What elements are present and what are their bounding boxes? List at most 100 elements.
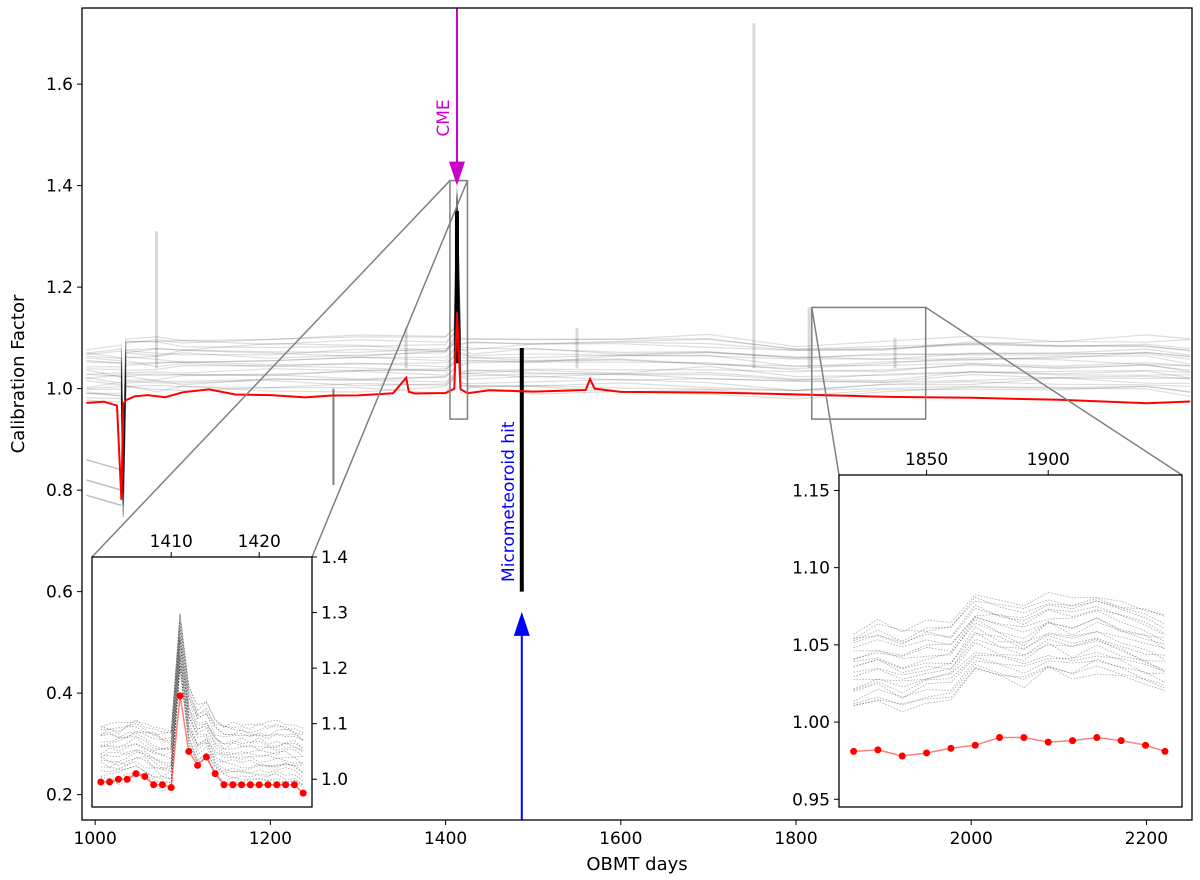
inset-y-tick-label: 1.1 bbox=[321, 715, 348, 735]
y-tick-label: 1.2 bbox=[46, 278, 73, 298]
detector-series-line bbox=[100, 626, 304, 746]
inset-y-tick-label: 1.05 bbox=[792, 636, 830, 656]
detector-series-line bbox=[100, 637, 304, 756]
reference-series-line bbox=[86, 312, 1191, 500]
zoom-box-0 bbox=[449, 179, 469, 420]
x-tick-label: 1200 bbox=[249, 829, 292, 849]
y-tick-label: 0.8 bbox=[46, 481, 73, 501]
main-plot-area bbox=[86, 23, 1191, 592]
reference-point bbox=[1020, 734, 1028, 742]
detector-series-line bbox=[853, 599, 1166, 640]
reference-point bbox=[299, 789, 307, 797]
x-tick-label: 1800 bbox=[774, 829, 817, 849]
reference-point bbox=[167, 784, 175, 792]
inset-right-frame bbox=[838, 474, 1183, 808]
reference-point bbox=[141, 772, 149, 780]
zoom-connectors bbox=[91, 180, 1183, 558]
inset-left-frame bbox=[91, 556, 313, 808]
detector-series-line bbox=[853, 610, 1166, 656]
x-tick-label: 1400 bbox=[424, 829, 467, 849]
inset-x-tick-label: 1420 bbox=[238, 532, 281, 552]
reference-point bbox=[947, 744, 955, 752]
reference-point bbox=[971, 741, 979, 749]
reference-point bbox=[1161, 747, 1169, 755]
x-tick-label: 2000 bbox=[950, 829, 993, 849]
main-axes-frame bbox=[81, 7, 1193, 821]
inset-y-tick-label: 1.3 bbox=[321, 604, 348, 624]
detector-series-line bbox=[100, 622, 304, 741]
reference-point bbox=[150, 781, 158, 789]
detector-series-line bbox=[100, 659, 304, 780]
reference-point bbox=[923, 749, 931, 757]
reference-point bbox=[246, 781, 254, 789]
detector-series-line bbox=[100, 629, 304, 751]
inset-y-tick-label: 1.2 bbox=[321, 659, 348, 679]
reference-point bbox=[176, 692, 184, 700]
y-tick-label: 0.4 bbox=[46, 684, 73, 704]
detector-series-line bbox=[853, 658, 1166, 706]
reference-point bbox=[211, 770, 219, 778]
y-tick-label: 0.2 bbox=[46, 786, 73, 806]
inset-right-axes: 1850 1900 0.95 1.00 1.05 1.10 1.15 bbox=[792, 450, 1183, 810]
detector-series-line bbox=[100, 656, 304, 775]
detector-series-line bbox=[100, 663, 304, 786]
detector-series-line bbox=[853, 660, 1166, 702]
inset-y-tick-label: 1.00 bbox=[792, 713, 830, 733]
y-axis-title: Calibration Factor bbox=[8, 294, 29, 453]
reference-point bbox=[114, 775, 122, 783]
detector-series-line bbox=[100, 639, 304, 760]
inset-right-background bbox=[839, 475, 1182, 807]
inset-y-tick-label: 1.10 bbox=[792, 559, 830, 579]
early-low-trace bbox=[86, 494, 122, 507]
reference-point bbox=[1117, 737, 1125, 745]
early-low-trace bbox=[86, 479, 122, 491]
inset-right-plot-area bbox=[850, 591, 1169, 760]
detector-series-line bbox=[853, 638, 1166, 680]
x-tick-label: 1000 bbox=[74, 829, 117, 849]
inset-left-axes: 1410 1420 1.0 1.1 1.2 1.3 1.4 bbox=[91, 532, 348, 808]
reference-point bbox=[238, 781, 246, 789]
zoom-box-1 bbox=[811, 306, 927, 420]
reference-point bbox=[850, 747, 858, 755]
y-tick-label: 1.6 bbox=[46, 75, 73, 95]
reference-point bbox=[874, 746, 882, 754]
reference-point bbox=[185, 747, 193, 755]
detector-series-line bbox=[853, 604, 1166, 644]
reference-point bbox=[898, 752, 906, 760]
reference-point bbox=[132, 770, 140, 778]
reference-point bbox=[158, 781, 166, 789]
inset-x-tick-label: 1410 bbox=[150, 532, 193, 552]
inset-x-tick-label: 1850 bbox=[905, 450, 948, 470]
reference-series-line bbox=[853, 736, 1166, 757]
zoom-connector-line bbox=[91, 180, 451, 558]
detector-series-line bbox=[100, 646, 304, 769]
x-tick-label: 1600 bbox=[599, 829, 642, 849]
detector-series-line bbox=[853, 642, 1166, 690]
reference-point bbox=[97, 778, 105, 786]
reference-point bbox=[290, 781, 298, 789]
detector-series-line bbox=[853, 596, 1166, 642]
reference-point bbox=[1069, 737, 1077, 745]
detector-series-line bbox=[853, 638, 1166, 682]
reference-point bbox=[229, 781, 237, 789]
x-tick-label: 2200 bbox=[1125, 829, 1168, 849]
detector-series-line bbox=[853, 654, 1166, 694]
detector-series-line bbox=[853, 600, 1166, 645]
inset-x-tick-label: 1900 bbox=[1027, 450, 1070, 470]
detector-series-line bbox=[853, 666, 1166, 713]
detector-series-line bbox=[853, 617, 1166, 661]
y-tick-label: 1.0 bbox=[46, 380, 73, 400]
x-axis-title: OBMT days bbox=[586, 854, 687, 875]
annotation-label-0: CME bbox=[434, 99, 454, 136]
annotation-arrow-head-1 bbox=[513, 611, 530, 636]
y-tick-label: 0.6 bbox=[46, 583, 73, 603]
reference-point bbox=[1044, 738, 1052, 746]
early-low-trace bbox=[86, 458, 122, 471]
reference-point bbox=[123, 775, 131, 783]
detector-series-line bbox=[853, 631, 1166, 674]
zoom-connector-line bbox=[925, 306, 1183, 476]
detector-series-line bbox=[853, 631, 1166, 676]
detector-series-line bbox=[853, 609, 1166, 649]
inset-y-tick-label: 1.0 bbox=[321, 770, 348, 790]
